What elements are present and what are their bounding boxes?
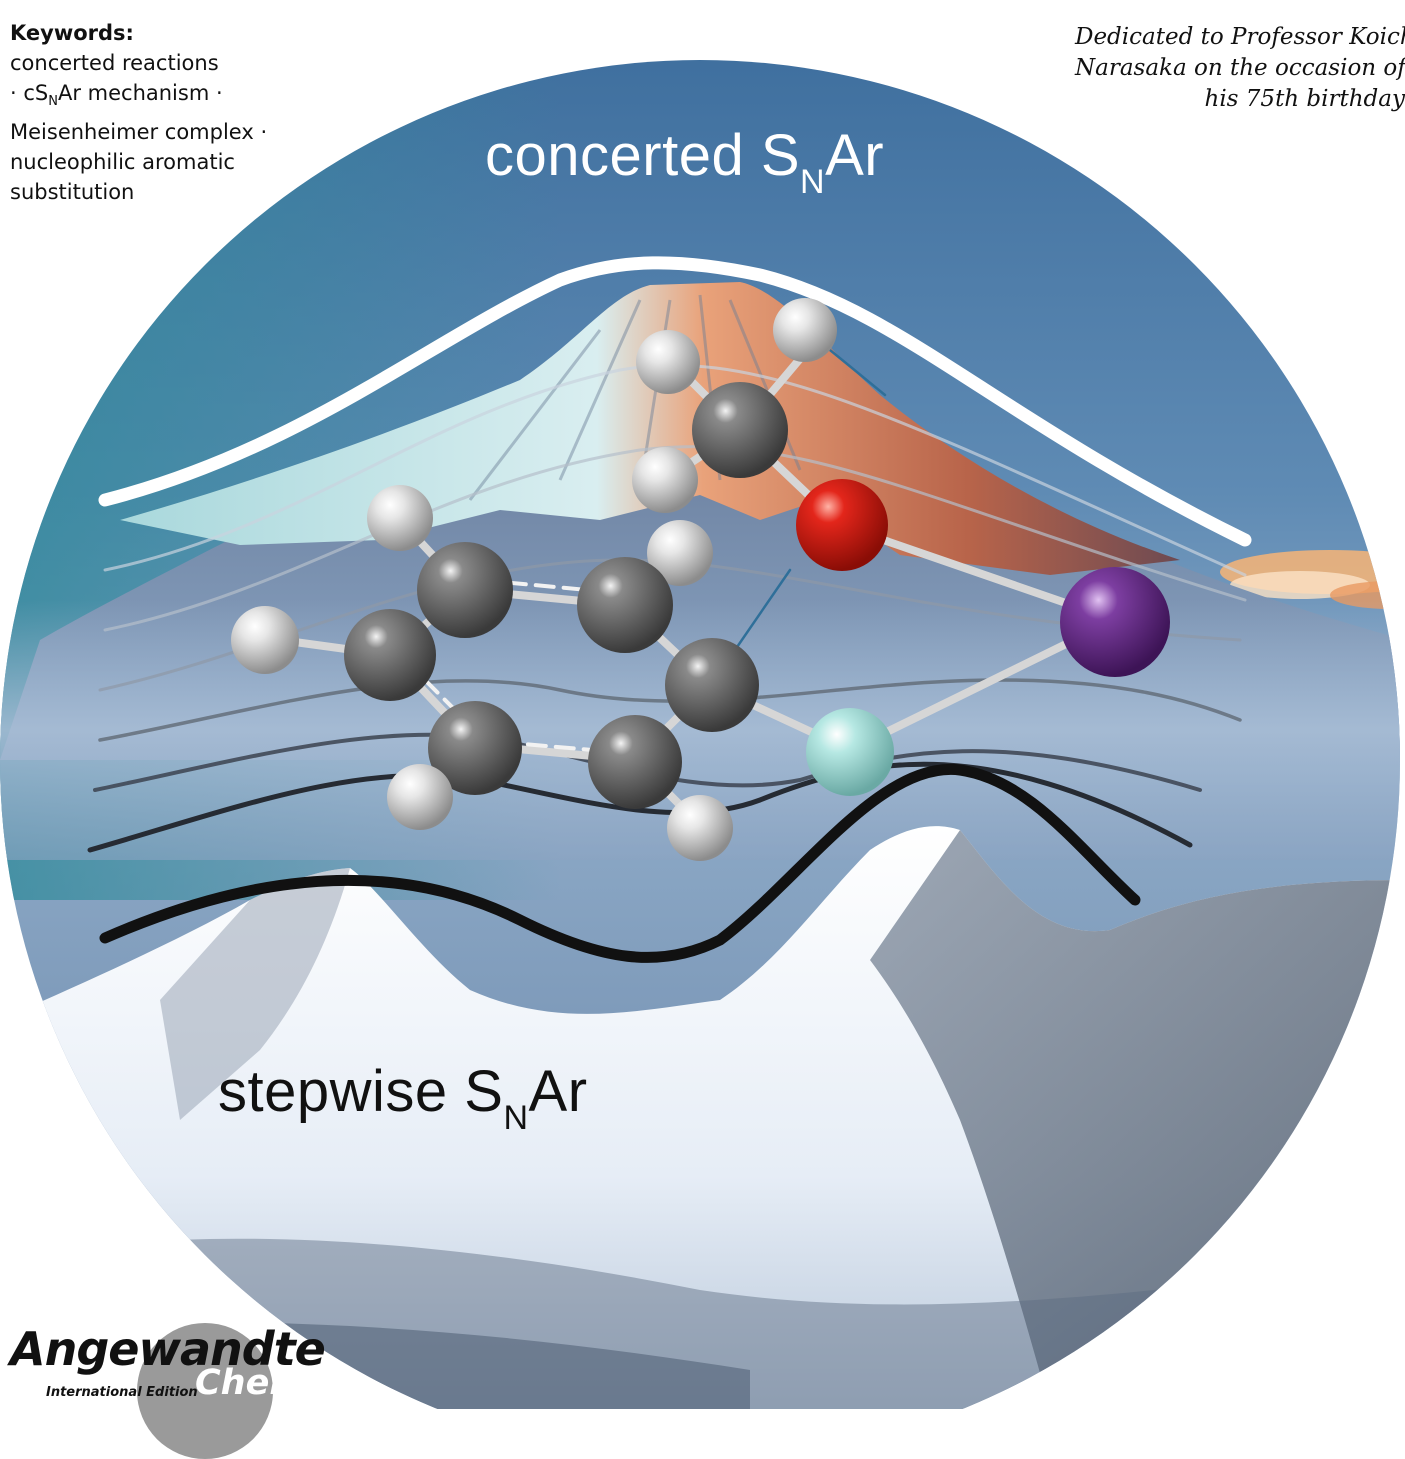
carbon-atom (428, 701, 522, 795)
stepwise-label-suffix: Ar (528, 1059, 588, 1124)
concerted-snar-label: concerted SNAr (485, 122, 885, 201)
carbon-atom (344, 609, 436, 701)
cover-artwork (0, 60, 1400, 1409)
dedication-line-1: Dedicated to Professor Koichi (1075, 24, 1405, 50)
carbon-atom (417, 542, 513, 638)
keywords-title: Keywords: (10, 21, 134, 45)
keyword-csnar-mechanism: · cSNAr mechanism · (10, 78, 300, 117)
displacement-arrows (733, 348, 887, 652)
molecule-atoms (231, 298, 1170, 861)
keyword-csnar-suffix: Ar mechanism · (57, 81, 223, 105)
stepwise-profile-curve (99, 763, 1141, 963)
hydrogen-atom (367, 485, 433, 551)
stepwise-label-subscript: N (503, 1099, 529, 1137)
alps-rock-face-left (160, 868, 350, 1120)
hydrogen-atom (773, 298, 837, 362)
hydrogen-atom (647, 520, 713, 586)
oxygen-atom (796, 479, 888, 571)
carbon-atom (577, 557, 673, 653)
keyword-csnar-subscript: N (48, 94, 58, 110)
logo-chemie: Chemie (195, 1363, 342, 1403)
fluorine-atom (806, 708, 894, 796)
concerted-label-text: concerted S (485, 123, 801, 188)
hydrogen-atom (231, 606, 299, 674)
logo-angewandte: Angewandte (10, 1322, 326, 1376)
iodine-atom (1060, 567, 1170, 677)
keywords-block: Keywords: concerted reactions · cSNAr me… (10, 18, 300, 207)
dedication: Dedicated to Professor Koichi Narasaka o… (1075, 22, 1405, 115)
hydrogen-atom (632, 447, 698, 513)
dedication-line-3: his 75th birthday (1204, 86, 1405, 112)
carbon-atom (588, 715, 682, 809)
concerted-label-suffix: Ar (825, 123, 885, 188)
carbon-atom (692, 382, 788, 478)
stepwise-snar-label: stepwise SNAr (218, 1058, 588, 1137)
logo-international-edition: International Edition (46, 1385, 198, 1400)
hydrogen-atom (387, 764, 453, 830)
hydrogen-atom (636, 330, 700, 394)
carbon-atom (665, 638, 759, 732)
keyword-nucleophilic: nucleophilic aromatic (10, 150, 235, 175)
keyword-csnar-prefix: · cS (10, 81, 49, 105)
stepwise-label-text: stepwise S (218, 1059, 504, 1124)
concerted-label-subscript: N (800, 163, 826, 201)
concerted-profile-curve (98, 256, 1252, 547)
angewandte-logo: Angewandte Chemie International Edition (10, 1318, 350, 1459)
keyword-meisenheimer: Meisenheimer complex · (10, 120, 268, 145)
keyword-substitution: substitution (10, 180, 135, 205)
hydrogen-atom (667, 795, 733, 861)
keyword-concerted-reactions: concerted reactions (10, 51, 219, 75)
dedication-line-2: Narasaka on the occasion of (1075, 55, 1405, 81)
